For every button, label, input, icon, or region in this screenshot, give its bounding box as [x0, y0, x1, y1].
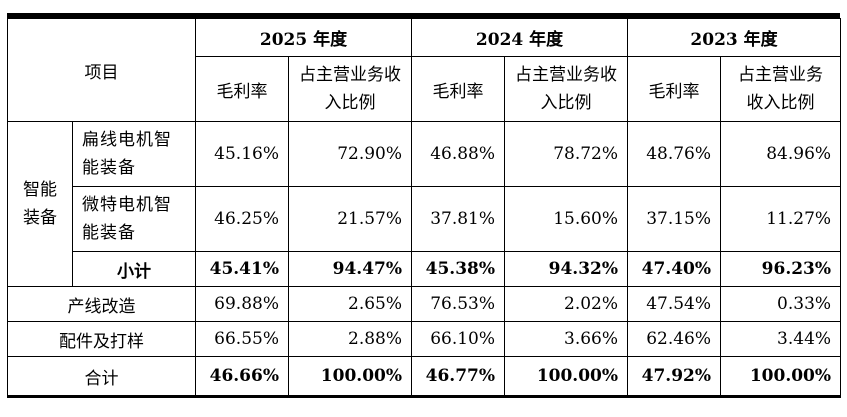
year-header-2025: 2025 年度: [194, 18, 413, 57]
gross-margin-cell: 46.88%: [411, 121, 506, 187]
gross-margin-cell: 45.16%: [195, 121, 289, 187]
share-cell: 3.44%: [720, 321, 842, 357]
share-cell: 21.57%: [287, 186, 413, 252]
share-cell: 3.66%: [504, 321, 629, 357]
gross-margin-header: 毛利率: [411, 56, 506, 122]
gross-margin-header: 毛利率: [195, 56, 289, 122]
gross-margin-cell: 46.77%: [411, 356, 506, 398]
gross-margin-cell: 62.46%: [627, 321, 722, 357]
share-cell: 2.65%: [287, 286, 413, 322]
share-cell: 2.02%: [504, 286, 629, 322]
table-row: 智能装备 扁线电机智能装备 45.16% 72.90% 46.88% 78.72…: [7, 121, 842, 287]
table-top-rule: [7, 13, 840, 18]
share-cell: 100.00%: [504, 356, 629, 398]
gross-margin-cell: 48.76%: [627, 121, 722, 187]
gross-margin-cell: 47.92%: [627, 356, 722, 398]
row-label: 产线改造: [7, 286, 196, 322]
table-row: 配件及打样 66.55% 2.88% 66.10% 3.66% 62.46% 3…: [7, 321, 842, 357]
share-cell: 2.88%: [287, 321, 413, 357]
share-header: 占主营业务收入比例: [287, 56, 413, 122]
share-cell: 100.00%: [287, 356, 413, 398]
share-cell: 15.60%: [504, 186, 629, 252]
subtotal-row: 小计 45.41% 94.47% 45.38% 94.32% 47.40% 96…: [8, 251, 842, 287]
share-cell: 11.27%: [720, 186, 842, 252]
share-header: 占主营业务收入比例: [504, 56, 629, 122]
gross-margin-cell: 45.41%: [195, 251, 289, 287]
total-row: 合计 46.66% 100.00% 46.77% 100.00% 47.92% …: [7, 356, 842, 398]
gross-margin-cell: 45.38%: [411, 251, 506, 287]
gross-margin-cell: 69.88%: [195, 286, 289, 322]
share-cell: 84.96%: [720, 121, 842, 187]
gross-margin-cell: 66.10%: [411, 321, 506, 357]
gross-margin-cell: 46.66%: [195, 356, 289, 398]
header-row-metrics: 毛利率 占主营业务收入比例 毛利率 占主营业务收入比例 毛利率 占主营业务收入比…: [8, 56, 842, 122]
gross-margin-cell: 37.15%: [627, 186, 722, 252]
row-label: 小计: [72, 251, 196, 287]
row-label: 合计: [7, 356, 196, 398]
table-row: 微特电机智能装备 46.25% 21.57% 37.81% 15.60% 37.…: [8, 186, 842, 252]
share-cell: 94.32%: [504, 251, 629, 287]
year-header-2023: 2023 年度: [627, 18, 842, 57]
year-header-2024: 2024 年度: [411, 18, 629, 57]
table-row: 产线改造 69.88% 2.65% 76.53% 2.02% 47.54% 0.…: [7, 286, 842, 322]
share-cell: 0.33%: [720, 286, 842, 322]
row-label: 微特电机智能装备: [72, 186, 196, 252]
share-cell: 94.47%: [287, 251, 413, 287]
gross-margin-cell: 76.53%: [411, 286, 506, 322]
share-cell: 96.23%: [720, 251, 842, 287]
share-header: 占主营业务收入比例: [720, 56, 842, 122]
header-row-years: 项目 2025 年度 2024 年度 2023 年度: [7, 18, 842, 122]
gross-margin-table-container: 项目 2025 年度 2024 年度 2023 年度 毛利率 占主营业务收入比例…: [7, 13, 842, 398]
gross-margin-header: 毛利率: [627, 56, 722, 122]
row-label: 配件及打样: [7, 321, 196, 357]
group-label: 智能装备: [7, 121, 73, 287]
gross-margin-cell: 46.25%: [195, 186, 289, 252]
gross-margin-cell: 37.81%: [411, 186, 506, 252]
gross-margin-cell: 66.55%: [195, 321, 289, 357]
gross-margin-cell: 47.54%: [627, 286, 722, 322]
row-label: 扁线电机智能装备: [72, 121, 196, 187]
share-cell: 78.72%: [504, 121, 629, 187]
item-header: 项目: [7, 18, 196, 122]
gross-margin-table: 项目 2025 年度 2024 年度 2023 年度 毛利率 占主营业务收入比例…: [7, 18, 842, 398]
gross-margin-cell: 47.40%: [627, 251, 722, 287]
share-cell: 72.90%: [287, 121, 413, 187]
share-cell: 100.00%: [720, 356, 842, 398]
